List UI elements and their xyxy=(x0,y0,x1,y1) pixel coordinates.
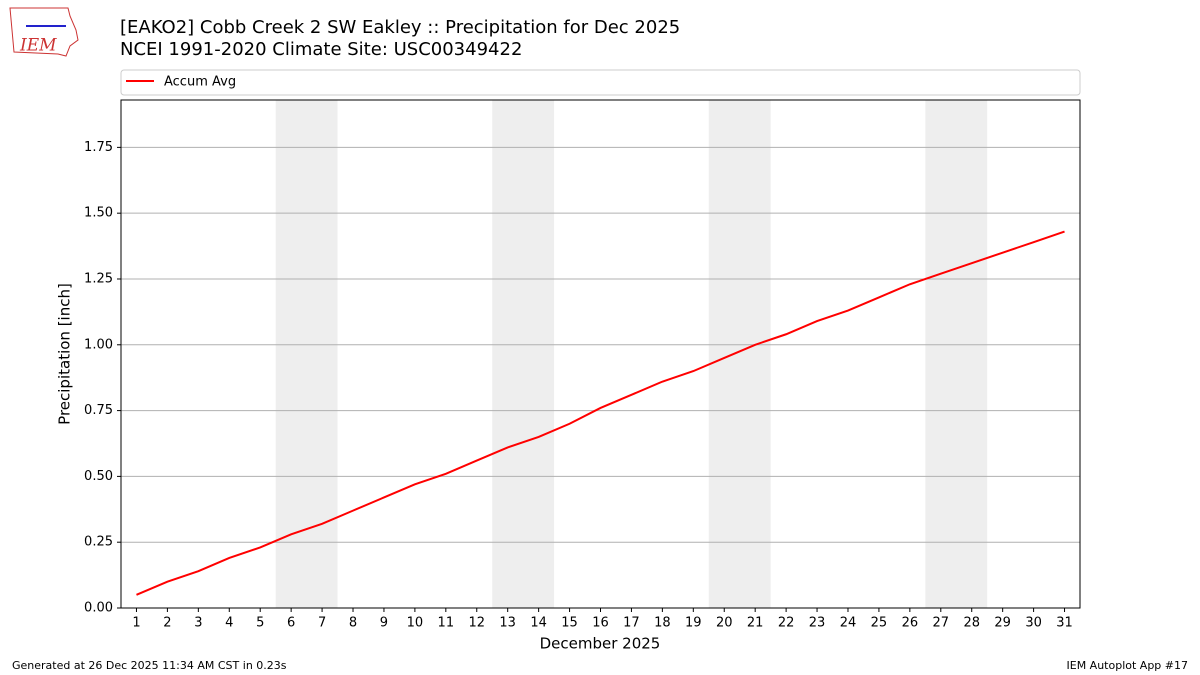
x-tick-label: 30 xyxy=(1025,616,1042,631)
weekend-span xyxy=(275,100,338,608)
x-tick-label: 15 xyxy=(561,616,578,631)
plot-frame xyxy=(120,99,1081,609)
x-tick-label: 14 xyxy=(530,616,547,631)
legend-box xyxy=(120,69,1081,96)
x-tick-label: 6 xyxy=(287,616,295,631)
logo-text: IEM xyxy=(19,36,57,56)
x-tick-label: 19 xyxy=(685,616,702,631)
x-tick-label: 23 xyxy=(809,616,826,631)
x-tick-label: 11 xyxy=(438,616,455,631)
x-tick-label: 18 xyxy=(654,616,671,631)
footer-left: Generated at 26 Dec 2025 11:34 AM CST in… xyxy=(12,659,287,672)
x-tick-label: 28 xyxy=(963,616,980,631)
y-axis-label: Precipitation [inch] xyxy=(56,283,74,425)
y-tick-label: 0.25 xyxy=(84,535,113,550)
y-tick-label: 0.00 xyxy=(84,601,113,616)
x-tick-label: 7 xyxy=(318,616,326,631)
footer-right: IEM Autoplot App #17 xyxy=(1067,659,1189,672)
x-tick-label: 17 xyxy=(623,616,640,631)
weekend-span xyxy=(492,100,555,608)
x-tick-label: 8 xyxy=(349,616,357,631)
chart-title: [EAKO2] Cobb Creek 2 SW Eakley :: Precip… xyxy=(120,17,680,38)
x-tick-label: 21 xyxy=(747,616,764,631)
x-tick-label: 31 xyxy=(1056,616,1073,631)
x-tick-label: 13 xyxy=(499,616,516,631)
x-tick-label: 4 xyxy=(225,616,233,631)
logo-outline xyxy=(9,7,79,57)
x-tick-label: 10 xyxy=(407,616,424,631)
x-tick-label: 12 xyxy=(468,616,485,631)
legend-label: Accum Avg xyxy=(164,75,236,90)
x-tick-label: 9 xyxy=(380,616,388,631)
x-tick-label: 29 xyxy=(994,616,1011,631)
x-tick-label: 20 xyxy=(716,616,733,631)
x-axis-label: December 2025 xyxy=(540,635,661,653)
y-tick-label: 0.75 xyxy=(84,403,113,418)
logo: IEM xyxy=(9,7,79,57)
weekend-span xyxy=(925,100,988,608)
x-tick-label: 16 xyxy=(592,616,609,631)
x-tick-label: 2 xyxy=(163,616,171,631)
x-tick-label: 1 xyxy=(132,616,140,631)
x-tick-label: 5 xyxy=(256,616,264,631)
data-line xyxy=(136,230,1065,596)
x-tick-label: 25 xyxy=(871,616,888,631)
x-tick-label: 26 xyxy=(902,616,919,631)
y-tick-label: 1.25 xyxy=(84,271,113,286)
y-tick-label: 1.75 xyxy=(84,140,113,155)
y-tick-label: 1.00 xyxy=(84,337,113,352)
y-tick-label: 1.50 xyxy=(84,206,113,221)
weekend-span xyxy=(708,100,771,608)
x-tick-label: 27 xyxy=(933,616,950,631)
x-tick-label: 22 xyxy=(778,616,795,631)
chart-subtitle: NCEI 1991-2020 Climate Site: USC00349422 xyxy=(120,39,522,60)
y-tick-label: 0.50 xyxy=(84,469,113,484)
x-tick-label: 3 xyxy=(194,616,202,631)
x-tick-label: 24 xyxy=(840,616,857,631)
